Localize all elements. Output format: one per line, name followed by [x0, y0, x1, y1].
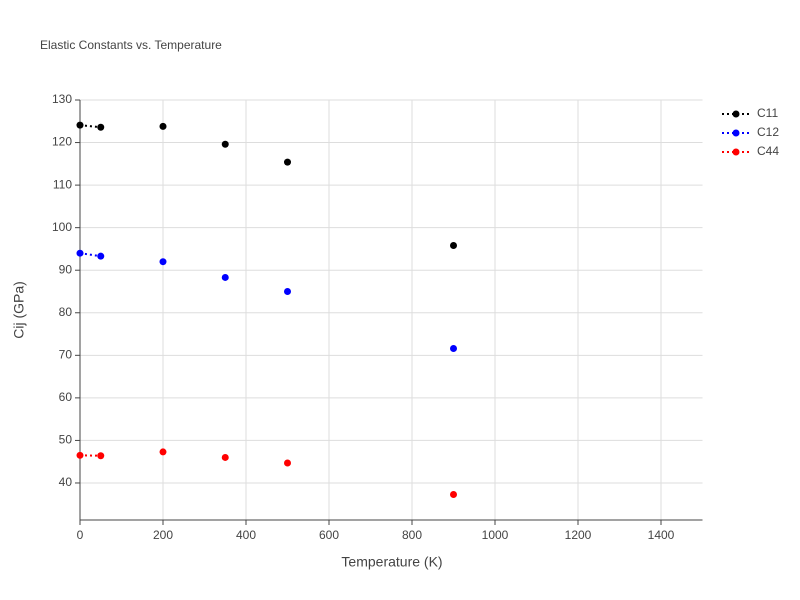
y-tick-label: 130: [52, 92, 72, 106]
y-tick-label: 50: [59, 433, 73, 447]
legend-label: C12: [757, 125, 779, 139]
y-tick-label: 80: [59, 305, 73, 319]
data-point: [450, 242, 457, 250]
data-point: [76, 121, 84, 129]
data-point: [221, 273, 229, 281]
legend-label: C44: [757, 144, 779, 158]
y-axis-label: Cij (GPa): [11, 281, 27, 339]
data-point: [159, 258, 167, 266]
y-tick-label: 100: [52, 220, 72, 234]
y-tick-label: 60: [59, 390, 73, 404]
data-point: [97, 123, 105, 131]
legend-label: C11: [757, 106, 778, 120]
chart-title: Elastic Constants vs. Temperature: [40, 38, 222, 52]
y-tick-label: 40: [59, 475, 73, 489]
data-point: [97, 252, 105, 260]
x-tick-label: 0: [77, 528, 84, 542]
legend-marker: [732, 110, 740, 118]
y-tick-label: 120: [52, 135, 72, 149]
data-point: [450, 490, 457, 498]
series-line: [80, 455, 454, 494]
x-tick-label: 1400: [648, 528, 675, 542]
legend-marker: [732, 129, 740, 137]
x-tick-label: 800: [402, 528, 422, 542]
y-tick-label: 70: [59, 347, 73, 361]
data-point: [76, 451, 84, 459]
y-tick-label: 90: [59, 262, 73, 276]
legend-marker: [732, 148, 740, 156]
data-point: [159, 448, 167, 456]
y-tick-label: 110: [53, 177, 72, 191]
series-line: [80, 253, 454, 348]
x-tick-label: 1200: [565, 528, 592, 542]
data-point: [159, 122, 167, 130]
x-tick-label: 200: [153, 528, 173, 542]
data-point: [284, 459, 291, 467]
data-point: [221, 140, 229, 148]
data-point: [76, 249, 84, 257]
data-point: [284, 287, 291, 295]
x-axis-label: Temperature (K): [341, 554, 442, 570]
data-point: [97, 452, 105, 460]
x-tick-label: 400: [236, 528, 256, 542]
data-point: [450, 345, 457, 353]
data-point: [221, 453, 229, 461]
x-tick-label: 600: [319, 528, 339, 542]
x-tick-label: 1000: [482, 528, 509, 542]
data-point: [284, 158, 291, 166]
